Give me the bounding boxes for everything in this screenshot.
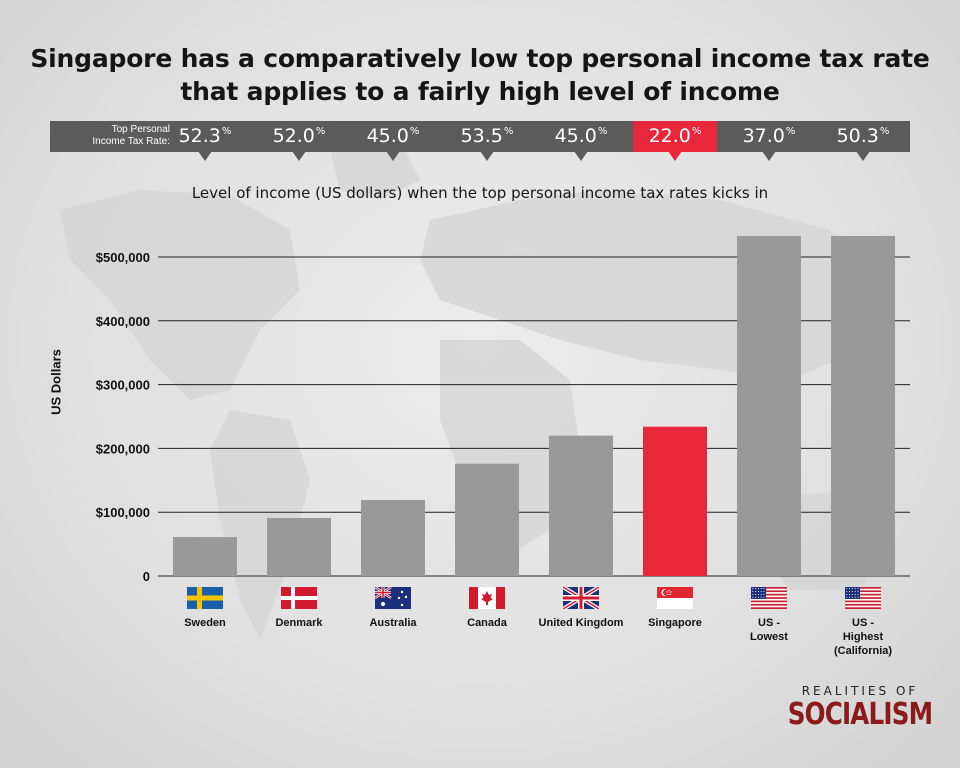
us-flag-icon <box>845 587 881 609</box>
tax-rate-pointer-0 <box>198 151 212 161</box>
title-line-1: Singapore has a comparatively low top pe… <box>30 44 930 73</box>
tax-rate-pointer-6 <box>762 151 776 161</box>
x-tick-label-5: Singapore <box>648 617 702 629</box>
sweden-flag-icon <box>187 587 223 609</box>
us-flag-icon <box>751 587 787 609</box>
tax-rate-pointer-1 <box>292 151 306 161</box>
y-tick-label-2: $200,000 <box>96 441 150 456</box>
tax-rate-bar: Top Personal Income Tax Rate: 52.3% 52.0%… <box>50 121 910 152</box>
tax-rate-6: 37.0% <box>742 125 796 147</box>
y-tick-label-0: 0 <box>143 569 150 584</box>
x-tick-label-1: Denmark <box>275 617 323 629</box>
x-tick-label-6: US - Lowest <box>750 617 788 643</box>
x-tick-label-2: Australia <box>369 617 417 629</box>
x-tick-label-0: Sweden <box>184 617 226 629</box>
bar-0 <box>173 537 237 576</box>
x-tick-label-4: United Kingdom <box>538 617 624 629</box>
tax-rate-pointer-3 <box>480 151 494 161</box>
canada-flag-icon <box>469 587 505 609</box>
tax-rate-5: 22.0% <box>633 121 717 152</box>
bar-1 <box>267 517 331 576</box>
tax-rate-0: 52.3% <box>178 125 232 147</box>
chart-subtitle: Level of income (US dollars) when the to… <box>191 184 769 202</box>
bar-5 <box>643 426 707 576</box>
uk-flag-icon <box>563 587 599 609</box>
chart-title: Singapore has a comparatively low top pe… <box>0 42 960 108</box>
tax-rate-caption: Top Personal Income Tax Rate: <box>92 124 170 147</box>
bar-7 <box>831 235 895 577</box>
tax-rate-1: 52.0% <box>272 125 326 147</box>
tax-rate-2: 45.0% <box>366 125 420 147</box>
bar-2 <box>361 500 425 576</box>
tax-rate-3: 53.5% <box>460 125 514 147</box>
x-tick-label-3: Canada <box>467 617 507 629</box>
brand-main-text: SOCIALISM <box>787 697 933 732</box>
bar-6 <box>737 235 801 577</box>
bar-4 <box>549 435 613 576</box>
tax-rate-pointer-7 <box>856 151 870 161</box>
brand-top-text: REALITIES OF <box>801 684 919 698</box>
tax-rate-7: 50.3% <box>836 125 890 147</box>
tax-rate-pointer-2 <box>386 151 400 161</box>
y-tick-label-5: $500,000 <box>96 250 150 265</box>
y-tick-label-1: $100,000 <box>96 505 150 520</box>
tax-rate-pointer-4 <box>574 151 588 161</box>
denmark-flag-icon <box>281 587 317 609</box>
australia-flag-icon <box>375 587 411 609</box>
x-tick-label-7: US - Highest (California) <box>833 617 893 657</box>
tax-rate-4: 45.0% <box>554 125 608 147</box>
bar-3 <box>455 463 519 576</box>
y-tick-label-4: $400,000 <box>96 314 150 329</box>
title-line-2: that applies to a fairly high level of i… <box>180 77 780 106</box>
y-tick-label-3: $300,000 <box>96 378 150 393</box>
singapore-flag-icon <box>657 587 693 609</box>
tax-rate-pointer-5 <box>668 151 682 161</box>
brand-logo: REALITIES OF SOCIALISM <box>760 684 960 732</box>
